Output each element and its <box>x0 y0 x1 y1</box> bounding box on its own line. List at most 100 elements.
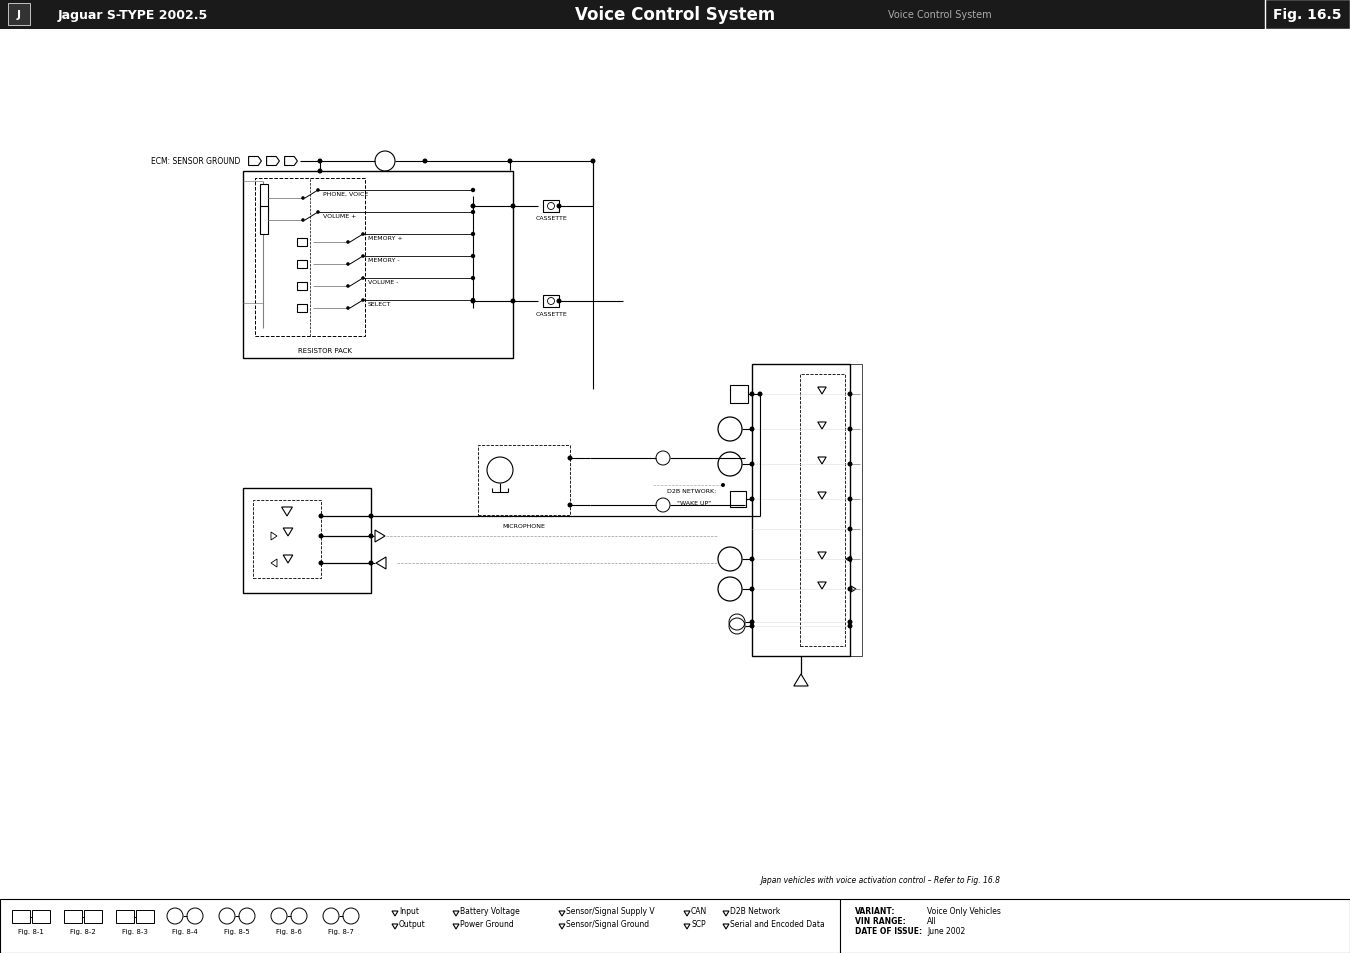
Bar <box>730 386 748 403</box>
Polygon shape <box>375 531 385 542</box>
Text: VARIANT:: VARIANT: <box>855 906 895 916</box>
Circle shape <box>362 277 364 280</box>
Circle shape <box>471 189 475 193</box>
Circle shape <box>749 557 755 562</box>
Bar <box>255 179 364 336</box>
Text: Sensor/Signal Ground: Sensor/Signal Ground <box>566 920 649 928</box>
Polygon shape <box>818 582 826 589</box>
Text: Fig. 8-3: Fig. 8-3 <box>122 928 148 934</box>
Circle shape <box>346 263 350 267</box>
Bar <box>8 4 30 26</box>
Polygon shape <box>724 911 729 916</box>
Circle shape <box>369 534 374 539</box>
Circle shape <box>556 299 562 304</box>
Circle shape <box>749 624 755 629</box>
Circle shape <box>346 241 350 245</box>
Circle shape <box>848 462 852 467</box>
Bar <box>801 375 845 646</box>
Circle shape <box>590 159 595 164</box>
Bar <box>243 489 371 594</box>
Bar <box>0 0 1350 30</box>
Polygon shape <box>284 529 293 537</box>
Circle shape <box>749 497 755 502</box>
Bar <box>297 239 306 247</box>
Bar <box>0 0 240 30</box>
Circle shape <box>848 392 852 397</box>
Polygon shape <box>684 924 690 929</box>
Circle shape <box>567 503 572 508</box>
Text: ECM: SENSOR GROUND: ECM: SENSOR GROUND <box>151 157 240 167</box>
Text: All: All <box>927 917 937 925</box>
Text: J: J <box>18 10 22 20</box>
Circle shape <box>749 587 755 592</box>
Polygon shape <box>266 157 279 167</box>
Circle shape <box>316 211 320 214</box>
Text: MEMORY +: MEMORY + <box>369 235 402 240</box>
Bar <box>730 492 747 507</box>
Text: SCP: SCP <box>691 920 706 928</box>
Circle shape <box>301 197 305 200</box>
Circle shape <box>848 587 852 592</box>
Circle shape <box>346 285 350 289</box>
Text: CASSETTE: CASSETTE <box>535 312 567 316</box>
Polygon shape <box>284 556 293 563</box>
Text: Output: Output <box>400 920 425 928</box>
Text: DATE OF ISSUE:: DATE OF ISSUE: <box>855 926 922 936</box>
Circle shape <box>749 392 755 397</box>
Polygon shape <box>684 911 690 916</box>
Bar <box>297 261 306 269</box>
Polygon shape <box>846 557 850 562</box>
Circle shape <box>471 254 475 259</box>
Bar <box>32 910 50 923</box>
Circle shape <box>346 307 350 311</box>
Bar <box>543 201 559 213</box>
Circle shape <box>848 557 852 562</box>
Bar <box>478 446 570 516</box>
Circle shape <box>319 561 324 566</box>
Bar <box>752 365 850 657</box>
Text: CAN: CAN <box>691 906 707 916</box>
Text: Fig. 16.5: Fig. 16.5 <box>1273 8 1342 22</box>
Bar <box>243 172 513 358</box>
Circle shape <box>316 189 320 193</box>
Circle shape <box>510 299 516 304</box>
Polygon shape <box>559 911 566 916</box>
Text: Fig. 8-5: Fig. 8-5 <box>224 928 250 934</box>
Text: D2B Network: D2B Network <box>730 906 780 916</box>
Bar <box>297 283 306 291</box>
Circle shape <box>301 219 305 223</box>
Polygon shape <box>818 493 826 499</box>
Polygon shape <box>818 422 826 430</box>
Text: VOLUME -: VOLUME - <box>369 279 398 284</box>
Circle shape <box>423 159 428 164</box>
Circle shape <box>721 483 725 488</box>
Bar <box>63 910 82 923</box>
Circle shape <box>848 497 852 502</box>
Bar <box>261 207 269 234</box>
Circle shape <box>471 276 475 281</box>
Circle shape <box>471 299 475 304</box>
Circle shape <box>317 170 323 174</box>
Text: Japan vehicles with voice activation control – Refer to Fig. 16.8: Japan vehicles with voice activation con… <box>760 876 1000 884</box>
Text: SELECT: SELECT <box>369 301 391 306</box>
Circle shape <box>471 204 475 210</box>
Polygon shape <box>282 507 293 517</box>
Polygon shape <box>559 924 566 929</box>
Polygon shape <box>392 911 398 916</box>
Bar <box>12 910 30 923</box>
Text: D2B NETWORK:: D2B NETWORK: <box>667 489 717 494</box>
Text: Power Ground: Power Ground <box>460 920 514 928</box>
Circle shape <box>362 233 364 236</box>
Text: June 2002: June 2002 <box>927 926 965 936</box>
Circle shape <box>369 561 374 566</box>
Circle shape <box>362 255 364 258</box>
Circle shape <box>757 392 763 397</box>
Polygon shape <box>818 388 826 395</box>
Circle shape <box>317 159 323 164</box>
Text: Fig. 8-6: Fig. 8-6 <box>275 928 302 934</box>
Circle shape <box>508 159 513 164</box>
Circle shape <box>556 204 562 210</box>
Bar <box>543 295 559 308</box>
Text: MICROPHONE: MICROPHONE <box>502 523 545 528</box>
Bar <box>136 910 154 923</box>
